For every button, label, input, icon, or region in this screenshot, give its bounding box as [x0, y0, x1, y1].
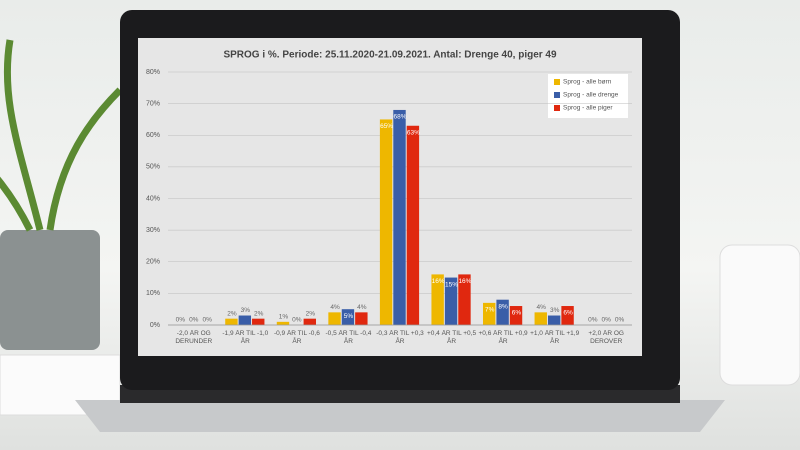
- bar: [393, 109, 406, 325]
- bar: [534, 312, 547, 325]
- value-label: 0%: [602, 317, 612, 324]
- bar: [561, 306, 574, 325]
- x-tick-fo: -1,9 ÅR TIL -1,0 ÅR: [222, 330, 269, 345]
- value-label: 0%: [615, 317, 625, 324]
- y-tick-label: 70%: [146, 100, 160, 107]
- bar: [341, 309, 355, 325]
- y-tick-label: 20%: [146, 259, 160, 266]
- bar: [458, 274, 471, 325]
- x-tick-fo: +2,0 ÅR OG DEROVER: [588, 330, 624, 345]
- bar: [238, 315, 252, 325]
- value-label: 5%: [344, 313, 354, 320]
- value-label: 0%: [189, 317, 199, 324]
- bar: [379, 119, 393, 325]
- y-tick-label: 80%: [146, 69, 160, 76]
- x-tick-label: +2,0 ÅR OG DEROVER: [588, 330, 624, 345]
- legend-box: [548, 74, 628, 118]
- value-label: 3%: [241, 307, 251, 314]
- value-label: 16%: [432, 278, 445, 285]
- legend-swatch: [554, 79, 560, 85]
- value-label: 6%: [563, 310, 573, 317]
- value-label: 65%: [380, 123, 393, 130]
- legend-swatch: [554, 105, 560, 111]
- bar: [225, 318, 238, 325]
- value-label: 2%: [227, 310, 237, 317]
- bar: [328, 312, 341, 325]
- x-tick-label: +1,0 ÅR TIL +1,9 ÅR: [530, 330, 580, 345]
- value-label: 0%: [588, 317, 598, 324]
- value-label: 3%: [550, 307, 560, 314]
- x-tick-fo: -0,5 ÅR TIL -0,4 ÅR: [325, 330, 372, 345]
- value-label: 6%: [512, 310, 522, 317]
- x-tick-label: -0,5 ÅR TIL -0,4 ÅR: [325, 330, 372, 345]
- value-label: 2%: [254, 310, 264, 317]
- y-tick-label: 30%: [146, 227, 160, 234]
- x-tick-label: +0,6 ÅR TIL +0,9 ÅR: [478, 330, 528, 345]
- y-tick-label: 60%: [146, 132, 160, 139]
- x-tick-label: -1,9 ÅR TIL -1,0 ÅR: [222, 330, 269, 345]
- bar: [406, 125, 420, 325]
- mug: [719, 244, 800, 386]
- value-label: 68%: [393, 114, 406, 121]
- value-label: 0%: [202, 317, 212, 324]
- legend-label: Sprog - alle drenge: [563, 92, 619, 99]
- value-label: 0%: [292, 317, 302, 324]
- y-tick-label: 40%: [146, 195, 160, 202]
- value-label: 8%: [498, 303, 508, 310]
- bar: [444, 277, 458, 325]
- legend-label: Sprog - alle piger: [563, 105, 613, 112]
- value-label: 7%: [485, 307, 495, 314]
- x-tick-fo: +0,6 ÅR TIL +0,9 ÅR: [478, 330, 528, 345]
- value-label: 16%: [458, 278, 471, 285]
- x-tick-fo: -0,3 ÅR TIL +0,3 ÅR: [376, 330, 424, 345]
- bar: [252, 318, 265, 325]
- value-label: 4%: [330, 304, 340, 311]
- x-tick-fo: +0,4 ÅR TIL +0,5 ÅR: [426, 330, 477, 345]
- bar: [303, 318, 316, 325]
- legend-swatch: [554, 92, 560, 98]
- value-label: 0%: [176, 317, 186, 324]
- x-tick-fo: -2,0 ÅR OG DERUNDER: [175, 330, 213, 345]
- value-label: 4%: [537, 304, 547, 311]
- bar: [496, 299, 509, 325]
- bar: [355, 312, 368, 325]
- y-tick-label: 0%: [150, 322, 160, 329]
- bar: [276, 321, 290, 325]
- x-tick-label: -2,0 ÅR OG DERUNDER: [175, 330, 213, 345]
- x-tick-label: -0,9 ÅR TIL -0,6 ÅR: [273, 330, 320, 345]
- x-tick-label: -0,3 ÅR TIL +0,3 ÅR: [376, 330, 424, 345]
- laptop-base: [75, 400, 725, 432]
- legend: Sprog - alle børn Sprog - alle drenge Spro…: [548, 74, 628, 118]
- x-tick-fo: -0,9 ÅR TIL -0,6 ÅR: [273, 330, 320, 345]
- x-tick-label: +0,4 ÅR TIL +0,5 ÅR: [426, 330, 477, 345]
- x-tick-fo: +1,0 ÅR TIL +1,9 ÅR: [530, 330, 580, 345]
- chart-title: SPROG i %. Periode: 25.11.2020-21.09.202…: [223, 50, 557, 61]
- value-label: 1%: [279, 314, 289, 321]
- value-label: 4%: [357, 304, 367, 311]
- bar: [509, 306, 523, 325]
- value-label: 2%: [306, 310, 316, 317]
- bar: [483, 302, 496, 325]
- value-label: 15%: [445, 281, 458, 288]
- y-tick-label: 50%: [146, 164, 160, 171]
- plant: [0, 39, 123, 232]
- plant-pot: [0, 230, 100, 350]
- legend-label: Sprog - alle børn: [563, 79, 612, 86]
- y-tick-label: 10%: [146, 290, 160, 297]
- bar: [547, 315, 561, 325]
- bar: [431, 274, 444, 325]
- value-label: 63%: [407, 129, 420, 136]
